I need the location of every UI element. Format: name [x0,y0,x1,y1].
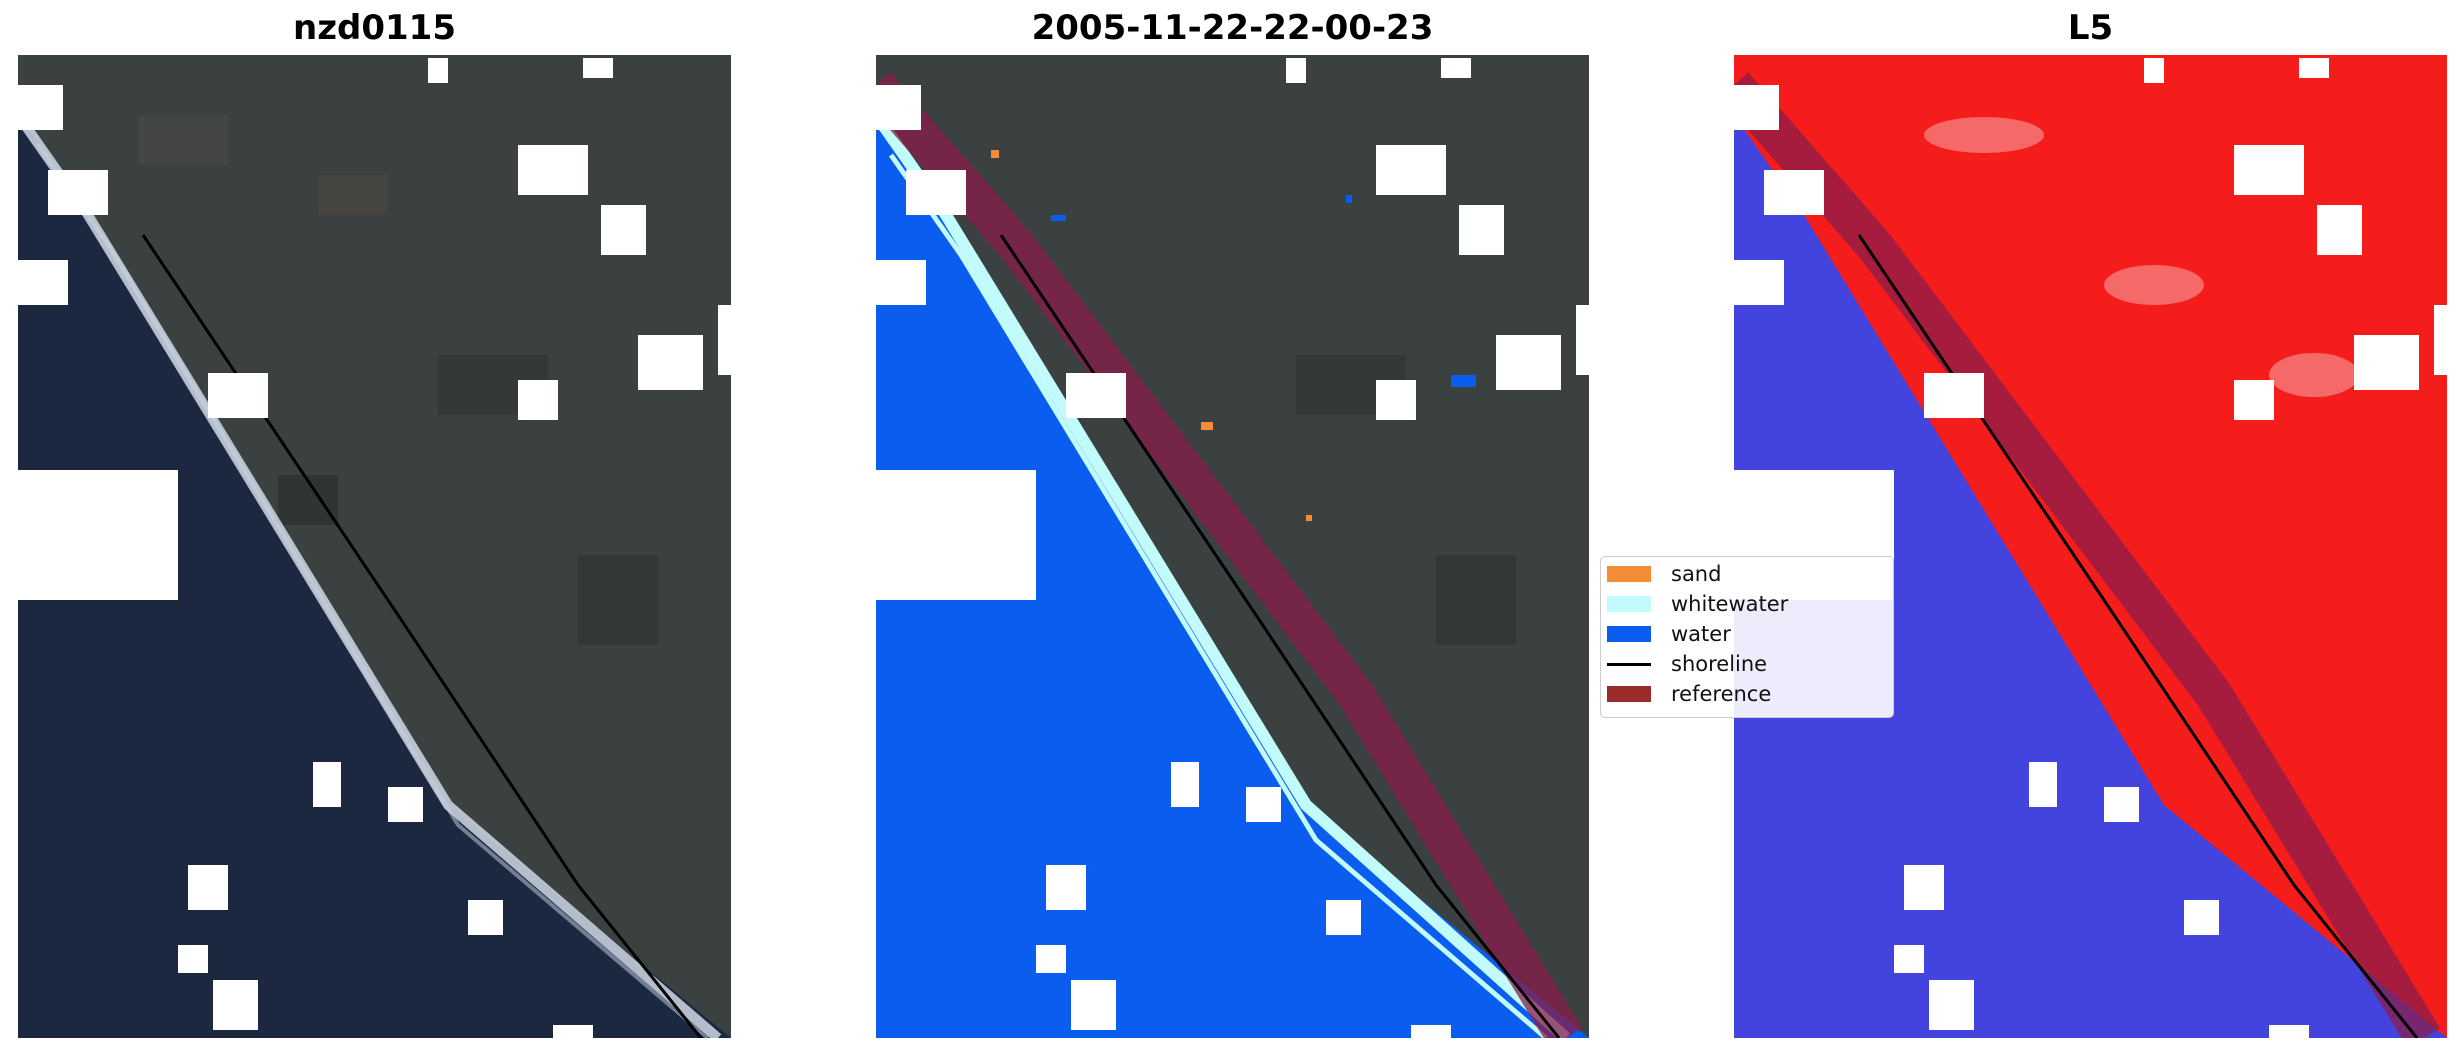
legend-label-water: water [1671,622,1731,646]
shoreline-line-icon [1607,663,1651,666]
classification-legend: sand whitewater water shoreline referenc… [1600,556,1894,718]
panel-title-rgb: nzd0115 [293,8,456,48]
legend-label-shoreline: shoreline [1671,652,1768,676]
classified-image-panel [876,55,1589,1038]
legend-item-whitewater: whitewater [1607,589,1907,619]
water-swatch [1607,626,1651,642]
whitewater-swatch [1607,596,1651,612]
legend-item-shoreline: shoreline [1607,649,1907,679]
legend-label-reference: reference [1671,682,1772,706]
legend-item-reference: reference [1607,679,1907,709]
mndwi-image-panel [1734,55,2447,1038]
legend-item-water: water [1607,619,1907,649]
reference-swatch [1607,686,1651,702]
legend-label-sand: sand [1671,562,1722,586]
panel-title-classified: 2005-11-22-22-00-23 [1031,8,1434,48]
sand-swatch [1607,566,1651,582]
panel-title-mndwi: L5 [2067,8,2114,48]
rgb-image-panel [18,55,731,1038]
legend-label-whitewater: whitewater [1671,592,1789,616]
legend-item-sand: sand [1607,559,1907,589]
